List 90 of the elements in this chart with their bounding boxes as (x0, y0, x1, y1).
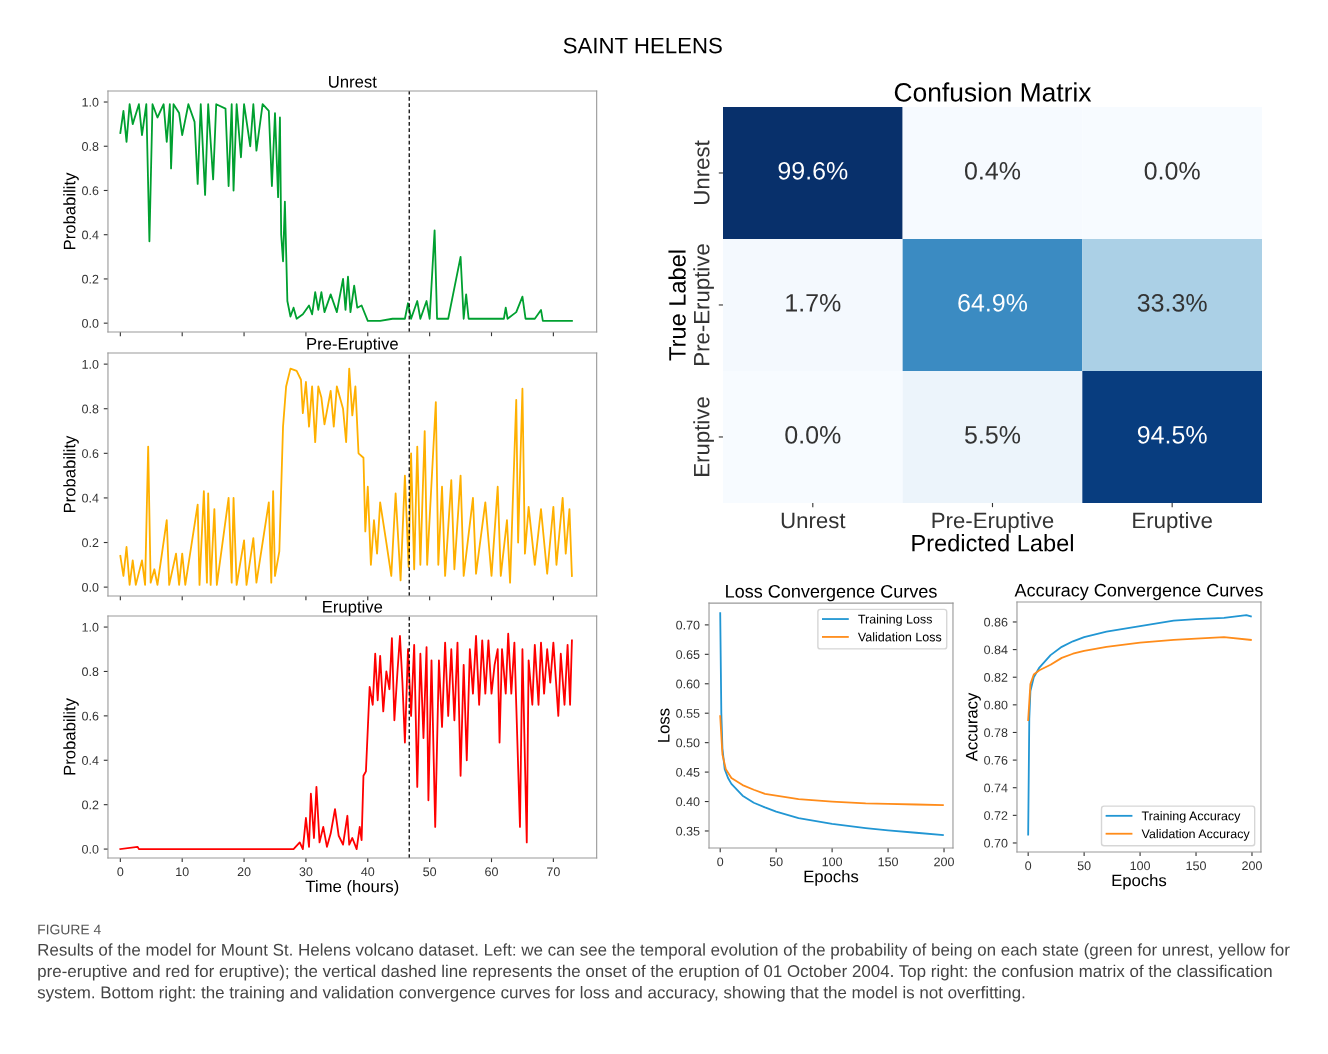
x-axis-title: Epochs (804, 870, 859, 886)
text: SAINT HELENS (563, 37, 722, 54)
legend-label: Training Loss (858, 614, 932, 626)
x-tick-label: 0 (717, 857, 724, 867)
y-axis-title: Accuracy (965, 692, 981, 762)
y-tick-label: 0.74 (984, 783, 1008, 793)
x-tick-label: 30 (299, 867, 313, 877)
y-tick-label: 0.4 (82, 756, 99, 765)
data-label: 33.3% (1137, 293, 1207, 312)
y-tick-label: 0.6 (82, 186, 99, 196)
chart-title: Eruptive (323, 600, 383, 616)
y-tick-label: 0.50 (676, 738, 700, 748)
chart-title: Loss Convergence Curves (726, 584, 937, 602)
y-axis-title: Loss (657, 708, 670, 742)
x-axis-title: Epochs (1112, 874, 1167, 890)
chart-title: Unrest (329, 76, 377, 88)
x-tick-label: 10 (176, 867, 189, 877)
data-label: 0.0% (785, 425, 841, 444)
y-tick-label: 0.0 (82, 582, 99, 592)
x-axis-title: Predicted Label (912, 534, 1073, 552)
y-tick-label: 0.40 (676, 797, 700, 807)
x-tick-label: Unrest (781, 512, 846, 529)
data-label: 64.9% (958, 293, 1028, 312)
x-tick-label: 50 (769, 857, 783, 867)
y-tick-label: 0.70 (676, 620, 700, 630)
y-tick-label: 0.86 (984, 617, 1008, 627)
y-tick-label: 0.0 (82, 844, 99, 854)
y-tick-label: 1.0 (82, 97, 99, 107)
y-tick-label: 0.55 (676, 709, 700, 718)
x-tick-label: 150 (878, 857, 899, 867)
y-tick-label: 0.0 (82, 318, 99, 328)
y-tick-label: 0.2 (82, 800, 99, 810)
y-tick-label: 0.45 (676, 767, 700, 777)
x-tick-label: 20 (237, 867, 251, 877)
data-label: 99.6% (778, 161, 848, 180)
legend-label: Validation Accuracy (1141, 829, 1250, 841)
x-tick-label: Eruptive (1133, 512, 1212, 533)
x-axis-title: Time (hours) (305, 880, 399, 896)
data-label: 0.0% (1144, 161, 1200, 180)
y-tick-label: 0.35 (676, 826, 700, 836)
data-label: 5.5% (964, 426, 1021, 444)
y-axis-title: Probability (63, 172, 79, 250)
y-tick-label: 1.0 (82, 622, 99, 632)
data-label: 0.4% (964, 161, 1021, 180)
y-tick-label: 0.2 (82, 274, 99, 284)
y-axis-title: Probability (63, 698, 79, 775)
data-label: 1.7% (786, 294, 841, 312)
y-tick-label: 0.76 (984, 755, 1008, 765)
y-tick-label: 0.6 (82, 449, 99, 458)
y-tick-label: Unrest (694, 140, 710, 204)
y-tick-label: 0.78 (984, 728, 1008, 738)
x-tick-label: 150 (1186, 861, 1206, 871)
data-label: 94.5% (1137, 425, 1207, 444)
x-tick-label: 100 (822, 857, 843, 867)
y-tick-label: 0.2 (82, 538, 99, 548)
x-tick-label: 200 (1242, 861, 1262, 871)
chart-title: Confusion Matrix (894, 82, 1092, 102)
x-tick-label: 60 (485, 867, 498, 877)
y-axis-title: Probability (63, 435, 79, 513)
x-tick-label: 50 (1077, 861, 1091, 871)
y-tick-label: 0.82 (984, 673, 1008, 682)
y-tick-label: 0.70 (984, 838, 1008, 848)
chart-title: Accuracy Convergence Curves (1014, 583, 1263, 601)
x-tick-label: 200 (934, 857, 954, 867)
x-tick-label: 0 (1025, 861, 1032, 871)
y-tick-label: 0.84 (984, 645, 1008, 655)
chart-title: Pre-Eruptive (307, 337, 398, 353)
legend-label: Training Accuracy (1141, 811, 1241, 823)
x-tick-label: 40 (361, 867, 375, 877)
x-tick-label: 100 (1130, 861, 1151, 871)
y-tick-label: 0.6 (82, 711, 99, 721)
text: Results of the model for Mount St. Helens volcano dataset. Left: we can see the temporal evolution of the probability of being on each state (green for unrest, yellow for pre-eruptive and red for eruptive); the vertical dashed line represents the onset of the eruption of 01 October 2004. Top right: the confusion matrix of the classification system. Bottom right: the training and validation convergence curves for loss and accuracy, showing that the model is not overfitting. (37, 943, 1290, 1002)
x-tick-label: 70 (547, 867, 560, 877)
y-axis-title: True Label (668, 250, 686, 361)
legend-label: Validation Loss (857, 632, 942, 642)
y-tick-label: 0.60 (676, 679, 700, 689)
y-tick-label: 0.4 (82, 230, 99, 240)
y-tick-label: 0.8 (82, 404, 99, 414)
y-tick-label: 0.8 (82, 667, 99, 677)
y-tick-label: 0.4 (82, 493, 99, 503)
y-tick-label: 0.8 (82, 142, 99, 151)
x-tick-label: 50 (423, 867, 437, 877)
y-tick-label: Eruptive (693, 397, 714, 476)
y-tick-label: 0.65 (676, 650, 700, 659)
x-tick-label: 0 (117, 867, 124, 877)
y-tick-label: 1.0 (82, 359, 99, 369)
caption: FIGURE 4 (38, 924, 101, 935)
y-tick-label: Pre-Eruptive (693, 244, 714, 365)
y-tick-label: 0.72 (984, 811, 1008, 820)
y-tick-label: 0.80 (984, 700, 1008, 710)
